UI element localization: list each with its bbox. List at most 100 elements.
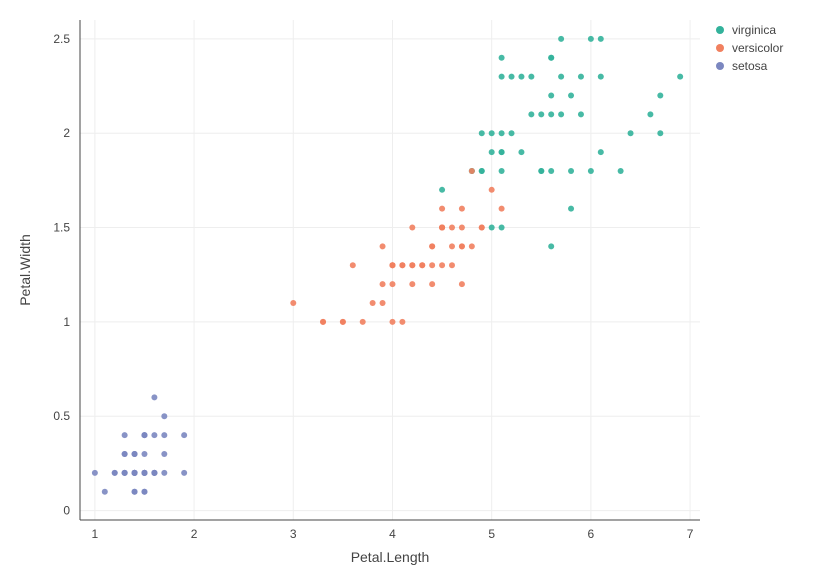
data-point-virginica (518, 74, 524, 80)
data-point-virginica (548, 243, 554, 249)
y-tick-label: 0 (63, 504, 70, 518)
y-tick-label: 2.5 (53, 32, 70, 46)
data-point-virginica (489, 149, 495, 155)
data-point-virginica (548, 55, 554, 61)
x-tick-label: 3 (290, 527, 297, 541)
data-point-versicolor (419, 262, 425, 268)
data-point-virginica (479, 168, 485, 174)
data-point-virginica (618, 168, 624, 174)
data-point-virginica (489, 130, 495, 136)
grid (80, 20, 700, 520)
data-point-virginica (568, 92, 574, 98)
data-points (92, 36, 683, 495)
x-tick-labels: 1234567 (92, 527, 694, 541)
data-point-virginica (439, 187, 445, 193)
data-point-virginica (558, 74, 564, 80)
data-point-setosa (122, 432, 128, 438)
data-point-setosa (132, 489, 138, 495)
data-point-versicolor (409, 281, 415, 287)
data-point-setosa (161, 451, 167, 457)
data-point-setosa (141, 432, 147, 438)
y-axis-label: Petal.Width (17, 234, 33, 306)
data-point-versicolor (499, 206, 505, 212)
data-point-versicolor (459, 243, 465, 249)
data-point-versicolor (340, 319, 346, 325)
data-point-versicolor (389, 262, 395, 268)
data-point-setosa (161, 413, 167, 419)
legend-marker-versicolor (716, 44, 724, 52)
data-point-virginica (568, 168, 574, 174)
data-point-virginica (499, 225, 505, 231)
data-point-virginica (578, 74, 584, 80)
data-point-versicolor (409, 225, 415, 231)
y-tick-label: 1.5 (53, 221, 70, 235)
data-point-virginica (677, 74, 683, 80)
data-point-setosa (102, 489, 108, 495)
legend-label-virginica: virginica (732, 23, 776, 37)
data-point-versicolor (290, 300, 296, 306)
x-tick-label: 6 (588, 527, 595, 541)
x-tick-label: 5 (488, 527, 495, 541)
data-point-virginica (548, 111, 554, 117)
y-tick-label: 2 (63, 126, 70, 140)
data-point-setosa (151, 394, 157, 400)
data-point-versicolor (459, 225, 465, 231)
data-point-virginica (588, 168, 594, 174)
data-point-versicolor (399, 319, 405, 325)
data-point-virginica (538, 111, 544, 117)
data-point-versicolor (429, 281, 435, 287)
data-point-setosa (141, 470, 147, 476)
data-point-virginica (548, 92, 554, 98)
x-axis-label: Petal.Length (351, 549, 430, 565)
data-point-versicolor (380, 243, 386, 249)
data-point-setosa (161, 432, 167, 438)
data-point-versicolor (399, 262, 405, 268)
data-point-versicolor (449, 243, 455, 249)
legend-label-setosa: setosa (732, 59, 768, 73)
data-point-virginica (548, 168, 554, 174)
x-tick-label: 4 (389, 527, 396, 541)
data-point-versicolor (370, 300, 376, 306)
data-point-virginica (499, 55, 505, 61)
legend-label-versicolor: versicolor (732, 41, 783, 55)
data-point-setosa (141, 489, 147, 495)
data-point-versicolor (459, 206, 465, 212)
data-point-virginica (598, 36, 604, 42)
data-point-virginica (538, 168, 544, 174)
y-tick-label: 0.5 (53, 409, 70, 423)
data-point-versicolor (459, 281, 465, 287)
data-point-versicolor (489, 187, 495, 193)
y-tick-labels: 00.511.522.5 (53, 32, 70, 518)
data-point-setosa (122, 470, 128, 476)
data-point-setosa (141, 451, 147, 457)
data-point-virginica (528, 74, 534, 80)
data-point-setosa (151, 470, 157, 476)
legend: virginica versicolor setosa (716, 23, 783, 73)
data-point-virginica (489, 225, 495, 231)
data-point-virginica (657, 130, 663, 136)
data-point-setosa (132, 451, 138, 457)
data-point-virginica (588, 36, 594, 42)
data-point-virginica (499, 74, 505, 80)
data-point-setosa (181, 432, 187, 438)
data-point-virginica (647, 111, 653, 117)
data-point-virginica (558, 36, 564, 42)
data-point-versicolor (389, 281, 395, 287)
data-point-setosa (122, 451, 128, 457)
data-point-setosa (151, 432, 157, 438)
data-point-virginica (628, 130, 634, 136)
data-point-setosa (161, 470, 167, 476)
legend-marker-virginica (716, 26, 724, 34)
data-point-versicolor (479, 225, 485, 231)
data-point-setosa (92, 470, 98, 476)
data-point-versicolor (429, 243, 435, 249)
data-point-virginica (509, 74, 515, 80)
data-point-virginica (568, 206, 574, 212)
data-point-setosa (181, 470, 187, 476)
scatter-chart: 1234567 00.511.522.5 Petal.Length Petal.… (0, 0, 823, 576)
data-point-versicolor (469, 243, 475, 249)
axes (80, 20, 700, 520)
data-point-versicolor (320, 319, 326, 325)
x-tick-label: 2 (191, 527, 198, 541)
data-point-versicolor (380, 300, 386, 306)
